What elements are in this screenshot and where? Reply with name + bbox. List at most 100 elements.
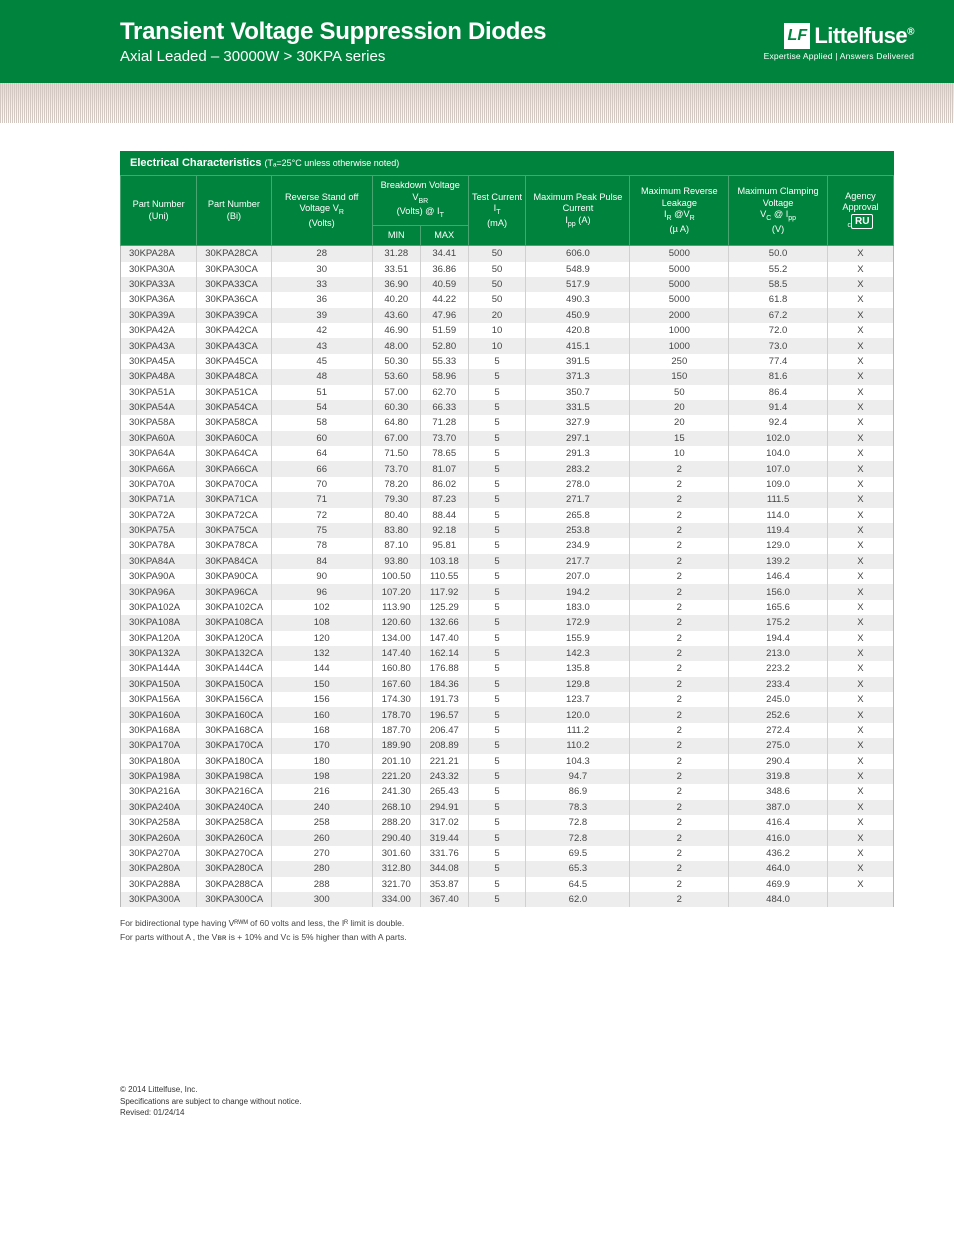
table-cell: 30KPA70CA bbox=[197, 477, 271, 492]
table-cell: 50 bbox=[468, 262, 526, 277]
table-cell: 30KPA45CA bbox=[197, 354, 271, 369]
table-cell: 469.9 bbox=[729, 877, 828, 892]
table-cell: 94.7 bbox=[526, 769, 630, 784]
table-cell: 135.8 bbox=[526, 661, 630, 676]
table-cell: 252.6 bbox=[729, 707, 828, 722]
table-cell: 30KPA108A bbox=[121, 615, 197, 630]
table-cell: 321.70 bbox=[372, 877, 420, 892]
table-cell: 129.0 bbox=[729, 538, 828, 553]
table-row: 30KPA120A30KPA120CA120134.00147.405155.9… bbox=[121, 631, 894, 646]
table-cell: X bbox=[827, 554, 893, 569]
table-header: Part Number (Uni) Part Number (Bi) Rever… bbox=[121, 176, 894, 246]
table-cell: X bbox=[827, 584, 893, 599]
table-cell: 5 bbox=[468, 569, 526, 584]
table-cell: X bbox=[827, 338, 893, 353]
table-cell: 319.8 bbox=[729, 769, 828, 784]
table-cell: 83.80 bbox=[372, 523, 420, 538]
table-cell: 20 bbox=[630, 415, 729, 430]
table-row: 30KPA270A30KPA270CA270301.60331.76569.52… bbox=[121, 846, 894, 861]
table-cell: 78.65 bbox=[420, 446, 468, 461]
table-cell: 2 bbox=[630, 784, 729, 799]
table-cell: 334.00 bbox=[372, 892, 420, 907]
table-cell: 30KPA78CA bbox=[197, 538, 271, 553]
table-cell: 81.6 bbox=[729, 369, 828, 384]
table-cell: 160.80 bbox=[372, 661, 420, 676]
table-cell: 61.8 bbox=[729, 292, 828, 307]
table-row: 30KPA168A30KPA168CA168187.70206.475111.2… bbox=[121, 723, 894, 738]
table-cell: 150 bbox=[271, 677, 372, 692]
table-cell: 30KPA156A bbox=[121, 692, 197, 707]
table-cell: 30KPA54A bbox=[121, 400, 197, 415]
table-cell: 160 bbox=[271, 707, 372, 722]
table-cell: X bbox=[827, 754, 893, 769]
table-cell: 5 bbox=[468, 646, 526, 661]
table-cell: 30KPA84A bbox=[121, 554, 197, 569]
table-cell: 86.4 bbox=[729, 385, 828, 400]
table-cell: 88.44 bbox=[420, 508, 468, 523]
table-cell: 5 bbox=[468, 600, 526, 615]
table-cell: 30KPA170CA bbox=[197, 738, 271, 753]
table-cell: 42 bbox=[271, 323, 372, 338]
table-cell: 5 bbox=[468, 692, 526, 707]
table-cell: 2 bbox=[630, 692, 729, 707]
table-cell: 484.0 bbox=[729, 892, 828, 907]
col-vbr-min: MIN bbox=[372, 225, 420, 246]
table-cell: 155.9 bbox=[526, 631, 630, 646]
table-cell: 233.4 bbox=[729, 677, 828, 692]
table-cell: 5 bbox=[468, 707, 526, 722]
table-cell: 125.29 bbox=[420, 600, 468, 615]
col-uni: Part Number (Uni) bbox=[121, 176, 197, 246]
table-cell: 260 bbox=[271, 830, 372, 845]
table-cell: 371.3 bbox=[526, 369, 630, 384]
table-cell: 30KPA258CA bbox=[197, 815, 271, 830]
table-row: 30KPA60A30KPA60CA6067.0073.705297.115102… bbox=[121, 431, 894, 446]
section-label: Electrical Characteristics bbox=[130, 157, 261, 169]
table-cell: 30KPA45A bbox=[121, 354, 197, 369]
table-cell: 2 bbox=[630, 631, 729, 646]
table-cell: 291.3 bbox=[526, 446, 630, 461]
col-bi: Part Number (Bi) bbox=[197, 176, 271, 246]
table-cell: 15 bbox=[630, 431, 729, 446]
brand-logo: LF Littelfuse® Expertise Applied | Answe… bbox=[764, 23, 914, 61]
table-cell: X bbox=[827, 508, 893, 523]
table-row: 30KPA64A30KPA64CA6471.5078.655291.310104… bbox=[121, 446, 894, 461]
table-cell: 548.9 bbox=[526, 262, 630, 277]
table-cell: 268.10 bbox=[372, 800, 420, 815]
table-cell: 53.60 bbox=[372, 369, 420, 384]
page-subtitle: Axial Leaded – 30000W > 30KPA series bbox=[120, 48, 546, 65]
table-cell: 156 bbox=[271, 692, 372, 707]
table-cell: X bbox=[827, 400, 893, 415]
table-cell: 150 bbox=[630, 369, 729, 384]
table-cell: X bbox=[827, 723, 893, 738]
table-cell: 30KPA240A bbox=[121, 800, 197, 815]
table-cell: 2 bbox=[630, 523, 729, 538]
table-cell: 5 bbox=[468, 523, 526, 538]
table-cell: 91.4 bbox=[729, 400, 828, 415]
col-ir: Maximum Reverse LeakageIR @VR(µ A) bbox=[630, 176, 729, 246]
table-row: 30KPA70A30KPA70CA7078.2086.025278.02109.… bbox=[121, 477, 894, 492]
table-cell: 30KPA108CA bbox=[197, 615, 271, 630]
table-cell: 109.0 bbox=[729, 477, 828, 492]
table-cell: 144 bbox=[271, 661, 372, 676]
table-cell: 283.2 bbox=[526, 461, 630, 476]
table-cell: 234.9 bbox=[526, 538, 630, 553]
table-cell: 62.70 bbox=[420, 385, 468, 400]
table-cell: 111.5 bbox=[729, 492, 828, 507]
table-row: 30KPA170A30KPA170CA170189.90208.895110.2… bbox=[121, 738, 894, 753]
table-cell: 5 bbox=[468, 538, 526, 553]
table-row: 30KPA48A30KPA48CA4853.6058.965371.315081… bbox=[121, 369, 894, 384]
table-row: 30KPA36A30KPA36CA3640.2044.2250490.35000… bbox=[121, 292, 894, 307]
table-cell: 50.30 bbox=[372, 354, 420, 369]
table-cell: 60.30 bbox=[372, 400, 420, 415]
table-row: 30KPA102A30KPA102CA102113.90125.295183.0… bbox=[121, 600, 894, 615]
table-cell: 132 bbox=[271, 646, 372, 661]
footer-disclaimer: Specifications are subject to change wit… bbox=[120, 1096, 954, 1107]
table-cell: 180 bbox=[271, 754, 372, 769]
section-heading: Electrical Characteristics (Tₐ=25°C unle… bbox=[120, 151, 894, 175]
table-cell: 139.2 bbox=[729, 554, 828, 569]
table-cell: 243.32 bbox=[420, 769, 468, 784]
footnote-1: For bidirectional type having Vᴿᵂᴹ of 60… bbox=[120, 917, 894, 931]
table-cell: 2 bbox=[630, 723, 729, 738]
table-cell: 2 bbox=[630, 461, 729, 476]
table-cell: 114.0 bbox=[729, 508, 828, 523]
